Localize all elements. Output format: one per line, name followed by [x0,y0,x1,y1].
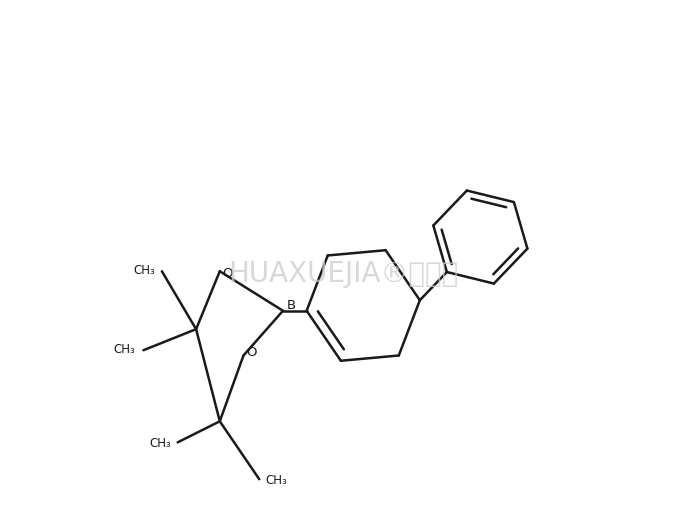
Text: CH₃: CH₃ [149,437,170,451]
Text: CH₃: CH₃ [265,475,287,487]
Text: O: O [223,268,233,280]
Text: O: O [246,346,257,359]
Text: CH₃: CH₃ [133,264,155,277]
Text: CH₃: CH₃ [113,343,135,356]
Text: HUAXUEJIA®化学加: HUAXUEJIA®化学加 [228,260,459,288]
Text: B: B [286,299,295,312]
